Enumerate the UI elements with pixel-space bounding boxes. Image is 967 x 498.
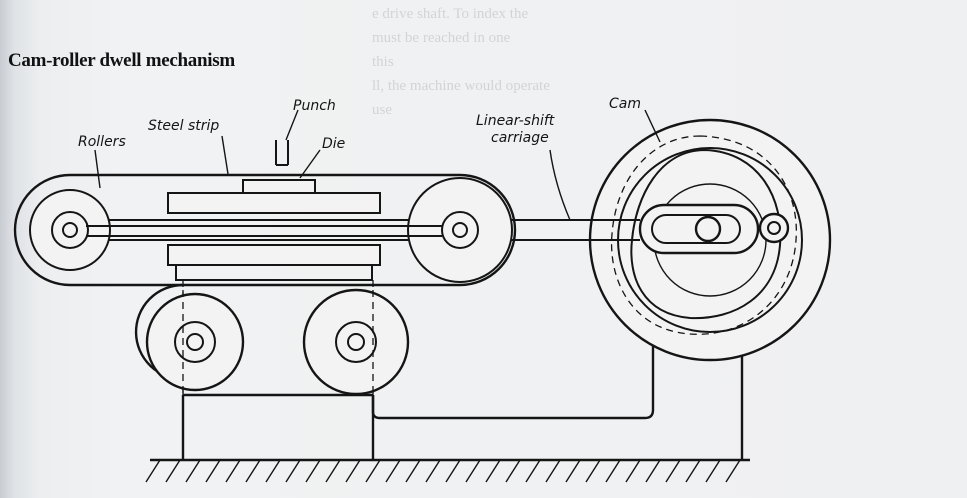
upper-belt bbox=[13, 173, 517, 287]
hatch-mark bbox=[345, 459, 361, 483]
hatch-mark bbox=[725, 459, 741, 483]
carriage-link-left bbox=[82, 219, 440, 241]
hatch-mark bbox=[285, 459, 301, 483]
label-punch: Punch bbox=[293, 98, 336, 114]
punch-leader bbox=[285, 109, 299, 141]
hatch-mark bbox=[265, 459, 281, 483]
hatch-mark bbox=[145, 459, 161, 483]
label-steel-strip: Steel strip bbox=[148, 118, 219, 134]
lower-die-plate bbox=[167, 244, 381, 266]
label-carriage-line1: Linear-shift bbox=[476, 113, 555, 129]
roller-right-hub bbox=[441, 211, 479, 249]
hatch-mark bbox=[465, 459, 481, 483]
ground bbox=[145, 458, 750, 483]
hatch-mark bbox=[505, 459, 521, 483]
cam-groove-path bbox=[610, 135, 797, 335]
lower-roller-right-hub bbox=[335, 321, 377, 363]
hatch-mark bbox=[585, 459, 601, 483]
hatch-mark bbox=[645, 459, 661, 483]
roller-left-pin bbox=[62, 222, 78, 238]
die-set bbox=[167, 140, 381, 281]
roller-right bbox=[407, 177, 513, 283]
hatch-mark bbox=[625, 459, 641, 483]
label-rollers: Rollers bbox=[78, 134, 126, 150]
hatch-mark bbox=[445, 459, 461, 483]
lower-rollers bbox=[134, 283, 410, 396]
hatch-mark bbox=[325, 459, 341, 483]
roller-left bbox=[29, 189, 111, 271]
hatch-mark bbox=[565, 459, 581, 483]
hatch-mark bbox=[605, 459, 621, 483]
hatch-mark bbox=[365, 459, 381, 483]
label-cam: Cam bbox=[609, 96, 641, 112]
carriage-slot bbox=[651, 214, 741, 244]
die-leader bbox=[299, 149, 321, 179]
label-die: Die bbox=[322, 136, 345, 152]
punch-shank bbox=[275, 140, 289, 165]
leader-lines bbox=[94, 109, 661, 221]
steel-strip-leader bbox=[221, 135, 229, 175]
figure-title: Cam-roller dwell mechanism bbox=[8, 50, 235, 71]
roller-left-hub bbox=[51, 211, 89, 249]
hatch-mark bbox=[665, 459, 681, 483]
carriage-bar bbox=[86, 225, 442, 237]
lower-roller-left-pin bbox=[186, 333, 204, 351]
cam-stand-arm bbox=[371, 300, 655, 420]
hatch-mark bbox=[685, 459, 701, 483]
hatch-mark bbox=[205, 459, 221, 483]
belt-outline bbox=[13, 173, 517, 287]
carriage-end-pin bbox=[767, 221, 781, 235]
hatch-mark bbox=[525, 459, 541, 483]
lower-roller-right bbox=[302, 288, 410, 396]
hatch-mark bbox=[425, 459, 441, 483]
hatch-mark bbox=[185, 459, 201, 483]
upper-die-plate bbox=[167, 192, 381, 214]
lower-roller-left bbox=[145, 292, 245, 392]
hatch-mark bbox=[305, 459, 321, 483]
hatch-mark bbox=[405, 459, 421, 483]
rollers-leader bbox=[94, 149, 101, 189]
hatch-mark bbox=[385, 459, 401, 483]
label-carriage-line2: carriage bbox=[491, 130, 549, 146]
hatch-mark bbox=[705, 459, 721, 483]
lower-roller-right-pin bbox=[347, 333, 365, 351]
cam-follower-pin bbox=[694, 215, 722, 243]
hatch-mark bbox=[485, 459, 501, 483]
carriage-leader bbox=[549, 149, 571, 221]
ground-hatching bbox=[145, 459, 741, 483]
lower-roller-left-hub bbox=[174, 321, 216, 363]
roller-right-pin bbox=[452, 222, 468, 238]
hatch-mark bbox=[245, 459, 261, 483]
cam-profile bbox=[630, 148, 782, 320]
hatch-mark bbox=[225, 459, 241, 483]
hatch-mark bbox=[545, 459, 561, 483]
carriage-end-eye bbox=[758, 212, 790, 244]
die-base bbox=[175, 265, 373, 281]
hatch-mark bbox=[165, 459, 181, 483]
cam-leader bbox=[644, 109, 661, 143]
die-block bbox=[242, 179, 316, 194]
